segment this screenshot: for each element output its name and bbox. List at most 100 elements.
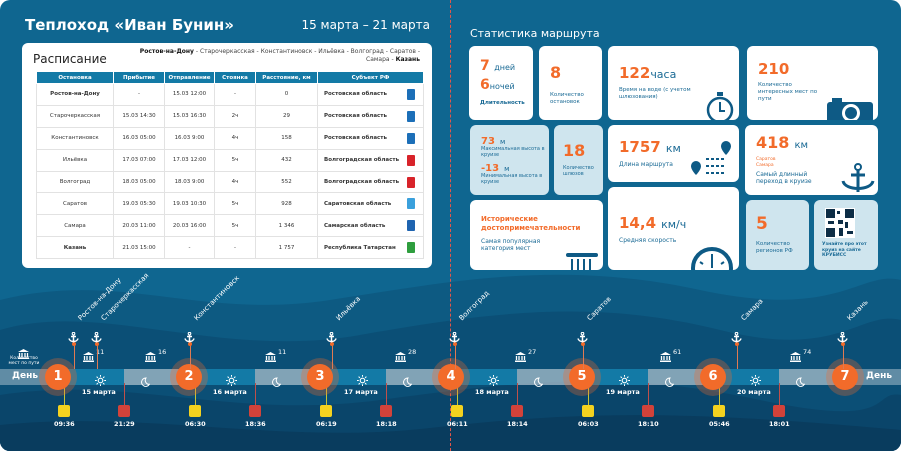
sun-icon <box>226 371 237 390</box>
stop-dot <box>841 342 845 346</box>
category-value: Исторические достопримечательности <box>481 215 581 232</box>
night-segment <box>517 369 582 385</box>
table-row: Ильёвка 17.03 07:00 17.03 12:00 5ч 432 Волгог… <box>36 148 424 172</box>
museum-icon <box>18 344 29 363</box>
anchor-icon <box>841 163 875 192</box>
sun-icon <box>95 371 106 390</box>
sunset-icon <box>773 405 785 417</box>
cell-text: - <box>138 91 140 98</box>
column-header: Расстояние, км <box>255 71 318 84</box>
day-segment <box>189 369 255 385</box>
day-label-start: День <box>12 371 39 381</box>
places-count: 16 <box>158 348 167 356</box>
cell-text: Ильёвка <box>62 157 88 164</box>
region-emblem-icon <box>407 198 415 210</box>
column-header: Прибытие <box>113 71 165 84</box>
night-segment <box>124 369 189 385</box>
locks-card: 18 Количество шлюзов <box>554 125 603 195</box>
speed-label: Средняя скорость <box>619 237 677 244</box>
places-count: 28 <box>408 348 417 356</box>
night-segment <box>255 369 320 385</box>
cell-text: 4ч <box>231 179 239 185</box>
cell-text: Самарская область <box>324 222 386 229</box>
places-count: 27 <box>528 348 537 356</box>
cell-text: Волгоградская область <box>324 179 400 185</box>
cell-dist: 1 757 <box>255 236 318 260</box>
sunrise-time: 06:30 <box>185 420 206 428</box>
museum-icon <box>790 347 801 366</box>
hours-unit: часа <box>650 68 677 81</box>
cell-arr: 21.03 15:00 <box>113 236 165 260</box>
cell-stay: 4ч <box>214 170 256 194</box>
sunset-line <box>124 383 125 405</box>
max-height-value: 73 <box>481 136 495 147</box>
region-emblem-icon <box>407 110 415 122</box>
moon-icon <box>795 372 806 391</box>
day-segment <box>451 369 517 385</box>
cell-text: 158 <box>281 135 292 142</box>
cell-stay: - <box>214 236 256 260</box>
cell-stay: 2ч <box>214 104 256 128</box>
sunrise-icon <box>320 405 332 417</box>
sun-icon <box>488 371 499 390</box>
longest-unit: км <box>794 140 809 151</box>
length-label: Длина маршрута <box>619 161 673 168</box>
cell-text: 16.03 9:00 <box>174 135 205 142</box>
region-emblem-icon <box>407 89 415 100</box>
cell-text: 2ч <box>231 113 239 120</box>
speed-card: 14,4 км/ч Средняя скорость <box>608 187 739 270</box>
table-row: Саратов 19.03 05:30 19.03 10:30 5ч 928 Сарато… <box>36 192 424 216</box>
cell-text: - <box>188 244 191 251</box>
qr-code-icon[interactable] <box>825 208 855 238</box>
table-row: Константиновск 16.03 05:00 16.03 9:00 4ч 158… <box>36 126 424 150</box>
qr-card[interactable]: Узнайте про этот круиз на сайте КРУБИСС <box>814 200 878 270</box>
stop-dot <box>188 342 192 346</box>
stops-card: 8 Количество остановок <box>539 46 602 120</box>
stop-dot <box>330 342 334 346</box>
cell-stay: - <box>214 83 256 106</box>
cell-dep: 18.03 9:00 <box>164 170 215 194</box>
sunset-line <box>779 383 780 405</box>
length-value: 1757 <box>619 138 661 156</box>
anchor-icon <box>91 328 102 347</box>
schedule-title: Расписание <box>33 52 107 66</box>
places-count: 11 <box>96 348 105 356</box>
cell-text: Константиновск <box>51 135 99 142</box>
cell-text: 29 <box>283 113 290 120</box>
sunrise-icon <box>582 405 594 417</box>
min-height-unit: м <box>504 165 510 173</box>
places-value: 210 <box>758 60 790 78</box>
cell-stay: 5ч <box>214 148 256 172</box>
cell-text: Ростов-на-Дону <box>50 91 100 98</box>
stop-dot <box>581 342 585 346</box>
day-segment <box>58 369 124 385</box>
cell-text: 1 346 <box>278 222 295 229</box>
cell-region: Республика Татарстан <box>317 236 424 260</box>
cell-text: Саратовская область <box>324 200 392 207</box>
cell-text: 432 <box>281 157 292 164</box>
cell-stop: Ильёвка <box>36 148 114 172</box>
cell-text: 4ч <box>231 135 239 142</box>
cell-dep: - <box>164 236 215 260</box>
speed-value: 14,4 <box>619 214 657 232</box>
sunrise-line <box>588 383 589 405</box>
days-unit: дней <box>494 63 516 72</box>
cell-text: 1 757 <box>278 244 295 251</box>
stop-line <box>583 344 584 369</box>
sunrise-icon <box>713 405 725 417</box>
cell-stop: Саратов <box>36 192 114 216</box>
cell-arr: 18.03 05:00 <box>113 170 165 194</box>
cell-arr: 20.03 11:00 <box>113 214 165 238</box>
water-time-card: 122часа Время на воде (с учетом шлюзован… <box>608 46 739 120</box>
anchor-icon <box>68 328 79 347</box>
sunset-time: 18:01 <box>769 420 790 428</box>
museum-icon <box>265 347 276 366</box>
cell-text: Волгоградская область <box>324 157 400 164</box>
route-start: Ростов-на-Дону <box>139 48 194 55</box>
divider <box>450 0 451 451</box>
cell-stop: Константиновск <box>36 126 114 150</box>
min-height-value: -13 <box>481 163 500 174</box>
cell-region: Ростовская область <box>317 126 424 150</box>
day-segment <box>582 369 648 385</box>
